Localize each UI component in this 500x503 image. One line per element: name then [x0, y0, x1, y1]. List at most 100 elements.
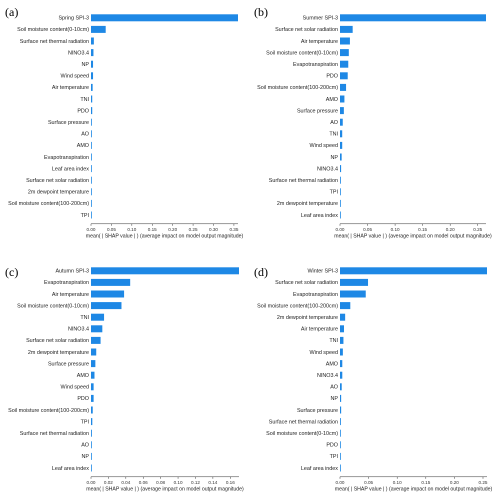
bar — [340, 406, 342, 414]
category-label: Surface net solar radiation — [275, 27, 338, 33]
bar — [91, 383, 94, 391]
x-tick-label: 0.20 — [168, 227, 177, 232]
x-axis-label: mean( | SHAP value | ) (average impact o… — [334, 233, 492, 239]
x-tick-label: 0.10 — [174, 480, 183, 485]
bar — [340, 14, 486, 22]
category-label: Leaf area index — [52, 466, 89, 472]
x-tick-label: 0.12 — [191, 480, 200, 485]
bar — [91, 336, 101, 344]
bar — [340, 278, 369, 286]
category-label: Autumn SPI-3 — [55, 269, 89, 275]
category-label: NP — [331, 396, 339, 402]
x-tick-label: 0.00 — [336, 480, 345, 485]
category-label: TNI — [80, 97, 89, 103]
category-label: TPI — [330, 190, 338, 196]
bar — [340, 153, 342, 161]
bar — [340, 165, 342, 173]
bar — [340, 441, 341, 449]
x-tick-label: 0.05 — [107, 227, 116, 232]
x-tick-label: 0.35 — [229, 227, 238, 232]
x-tick-label: 0.10 — [391, 227, 400, 232]
x-tick-label: 0.16 — [226, 480, 235, 485]
bar — [340, 199, 341, 207]
x-tick-label: 0.25 — [189, 227, 198, 232]
bar — [91, 313, 105, 321]
category-label: Soil moisture content(100-200cm) — [8, 408, 89, 414]
bar — [340, 383, 342, 391]
x-tick-label: 0.20 — [446, 227, 455, 232]
bar — [91, 441, 92, 449]
panel-b: (b) Summer SPI-3 Surface net solar radiati… — [254, 5, 492, 239]
category-label: AO — [81, 132, 89, 138]
x-tick-label: 0.06 — [139, 480, 148, 485]
category-label: Evapotranspiration — [44, 155, 89, 161]
x-axis-label: mean( | SHAP value | ) (average impact o… — [335, 486, 493, 492]
bar — [91, 278, 131, 286]
category-label: NINO3.4 — [317, 166, 338, 172]
x-axis-label: mean( | SHAP value | ) (average impact o… — [86, 486, 244, 492]
bar — [91, 49, 94, 57]
bar — [91, 14, 238, 22]
category-label: Wind speed — [310, 350, 338, 356]
category-label: Air temperature — [52, 292, 89, 298]
x-tick-label: 0.10 — [127, 227, 136, 232]
category-label: NP — [82, 62, 90, 68]
x-tick-label: 0.05 — [363, 227, 372, 232]
category-label: NP — [331, 155, 339, 161]
panel-a: (a) Spring SPI-3 Soil moisture content(0-1… — [5, 5, 243, 239]
bar — [91, 267, 239, 275]
category-label: NP — [82, 454, 90, 460]
bar — [340, 25, 353, 33]
x-axis-label: mean( | SHAP value | ) (average impact o… — [86, 233, 244, 239]
category-label: 2m dewpoint temperature — [277, 201, 338, 207]
bar — [340, 325, 345, 333]
bar — [340, 37, 350, 45]
bar — [340, 394, 342, 402]
bar — [91, 83, 93, 91]
category-label: Surface net thermal radiation — [269, 178, 338, 184]
category-label: Soil moisture content(0-10cm) — [266, 431, 338, 437]
bar — [91, 141, 92, 149]
bar — [340, 95, 345, 103]
x-tick-label: 0.20 — [450, 480, 459, 485]
bar — [91, 464, 92, 472]
bar — [340, 72, 348, 80]
bar — [91, 176, 92, 184]
bar — [340, 83, 347, 91]
category-label: Soil moisture content(0-10cm) — [17, 27, 89, 33]
bar — [91, 290, 125, 298]
category-label: Leaf area index — [301, 213, 338, 219]
x-tick-label: 0.08 — [156, 480, 165, 485]
category-label: Air temperature — [52, 85, 89, 91]
x-tick-label: 0.02 — [104, 480, 113, 485]
category-label: AO — [81, 443, 89, 449]
category-label: Soil moisture content(100-200cm) — [8, 201, 89, 207]
x-tick-label: 0.15 — [148, 227, 157, 232]
panel-label: (c) — [5, 265, 18, 279]
x-tick-label: 0.15 — [421, 480, 430, 485]
bar — [91, 153, 92, 161]
category-label: TPI — [81, 419, 89, 425]
bar — [91, 348, 97, 356]
bar — [340, 141, 343, 149]
category-label: Surface pressure — [297, 108, 338, 114]
category-label: Wind speed — [310, 143, 338, 149]
panel-c: (c) Autumn SPI-3 Evapotranspiration Air tem… — [5, 265, 244, 492]
category-label: Surface net thermal radiation — [20, 431, 89, 437]
panel-d: (d) Winter SPI-3 Surface net solar radiati… — [254, 265, 492, 492]
panel-label: (b) — [254, 5, 268, 19]
bar — [91, 394, 94, 402]
bar — [340, 60, 349, 68]
bar — [91, 452, 92, 460]
category-label: AMO — [326, 97, 338, 103]
bar — [91, 72, 94, 80]
bar — [340, 211, 341, 219]
category-label: NINO3.4 — [68, 50, 89, 56]
category-label: Leaf area index — [52, 166, 89, 172]
bar — [340, 267, 487, 275]
category-label: Surface pressure — [48, 361, 89, 367]
category-label: Soil moisture content(0-10cm) — [266, 50, 338, 56]
x-tick-label: 0.04 — [121, 480, 130, 485]
category-label: Surface net solar radiation — [26, 178, 89, 184]
bar — [91, 60, 94, 68]
